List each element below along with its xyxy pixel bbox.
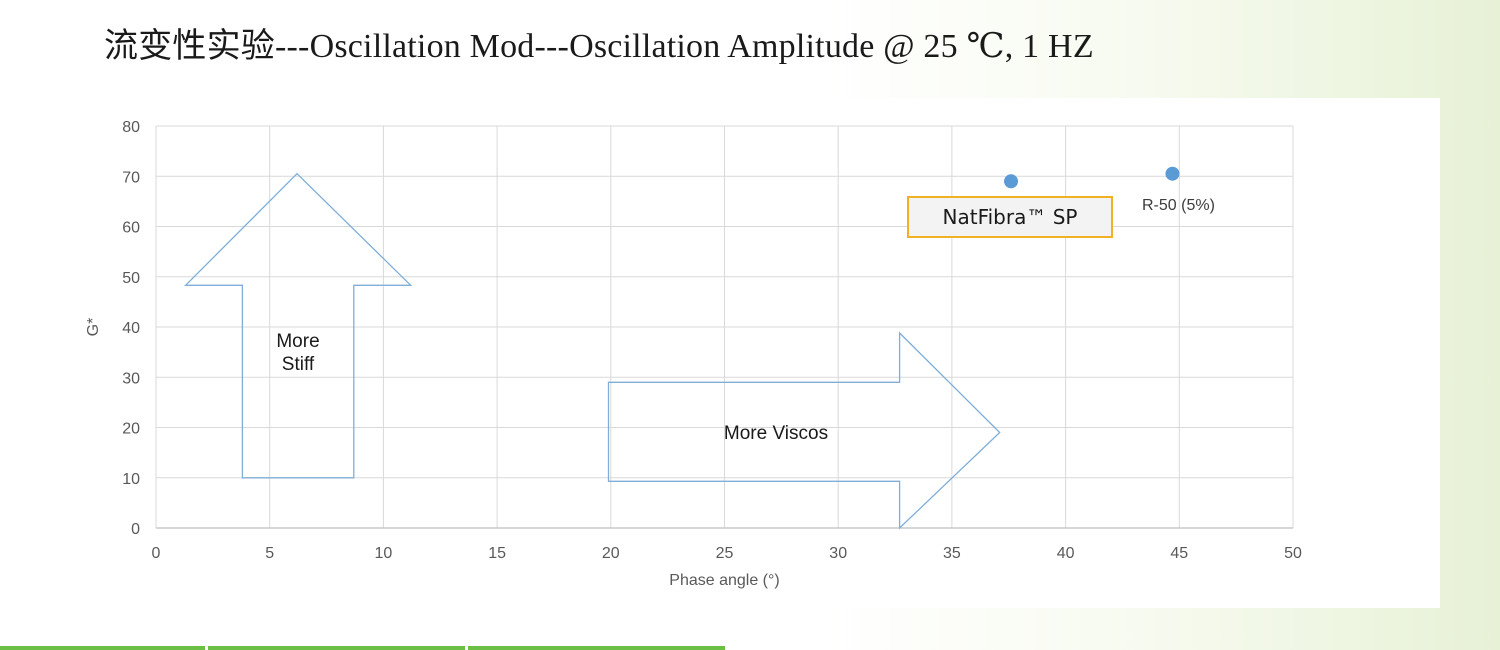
x-tick-label: 50 — [1284, 545, 1302, 562]
x-tick-label: 10 — [375, 545, 393, 562]
y-tick-label: 40 — [122, 320, 140, 337]
y-tick-label: 50 — [122, 270, 140, 287]
slide-title: 流变性实验---Oscillation Mod---Oscillation Am… — [104, 28, 1094, 65]
more-stiff-up-arrow — [184, 172, 413, 479]
x-tick-label: 25 — [716, 545, 734, 562]
x-tick-label: 45 — [1170, 545, 1188, 562]
data-point — [1004, 174, 1019, 189]
footer-bar — [468, 646, 725, 650]
y-tick-label: 60 — [122, 220, 140, 237]
x-tick-label: 15 — [488, 545, 506, 562]
more-stiff-label: More Stiff — [266, 330, 330, 376]
grid-layer — [155, 125, 1294, 528]
scatter-chart: 0 10 20 30 40 50 60 70 80 0 5 10 15 20 25 30 35 40 45 50 Ph… — [85, 119, 1302, 589]
more-stiff-label-line2: Stiff — [281, 354, 315, 375]
y-axis-title: G* — [85, 318, 102, 337]
more-viscos-label: More Viscos — [723, 423, 829, 444]
x-tick-label: 40 — [1057, 545, 1075, 562]
y-tick-label: 70 — [122, 169, 140, 186]
footer-accent-bars — [0, 646, 725, 650]
natfibra-sp-callout: NatFibra™ SP — [907, 196, 1113, 238]
x-tick-label: 30 — [829, 545, 847, 562]
chart-panel: 0 10 20 30 40 50 60 70 80 0 5 10 15 20 25 30 35 40 45 50 Ph… — [80, 98, 1440, 608]
annotation-arrows — [184, 172, 1001, 530]
r50-point-label: R-50 (5%) — [1142, 197, 1215, 214]
x-tick-label: 0 — [152, 545, 161, 562]
y-tick-label: 10 — [122, 471, 140, 488]
x-tick-label: 20 — [602, 545, 620, 562]
x-tick-label: 35 — [943, 545, 961, 562]
data-points — [1004, 166, 1180, 189]
y-tick-label: 20 — [122, 421, 140, 438]
tick-labels: 0 10 20 30 40 50 60 70 80 0 5 10 15 20 25 30 35 40 45 50 — [122, 119, 1302, 562]
footer-bar — [0, 646, 205, 650]
more-viscos-right-arrow — [607, 331, 1001, 530]
y-tick-label: 0 — [131, 521, 140, 538]
x-axis-title: Phase angle (°) — [669, 572, 779, 589]
data-point — [1165, 166, 1180, 181]
y-tick-label: 30 — [122, 370, 140, 387]
x-tick-label: 5 — [265, 545, 274, 562]
footer-bar — [208, 646, 465, 650]
more-stiff-label-line1: More — [276, 331, 320, 352]
y-tick-label: 80 — [122, 119, 140, 136]
